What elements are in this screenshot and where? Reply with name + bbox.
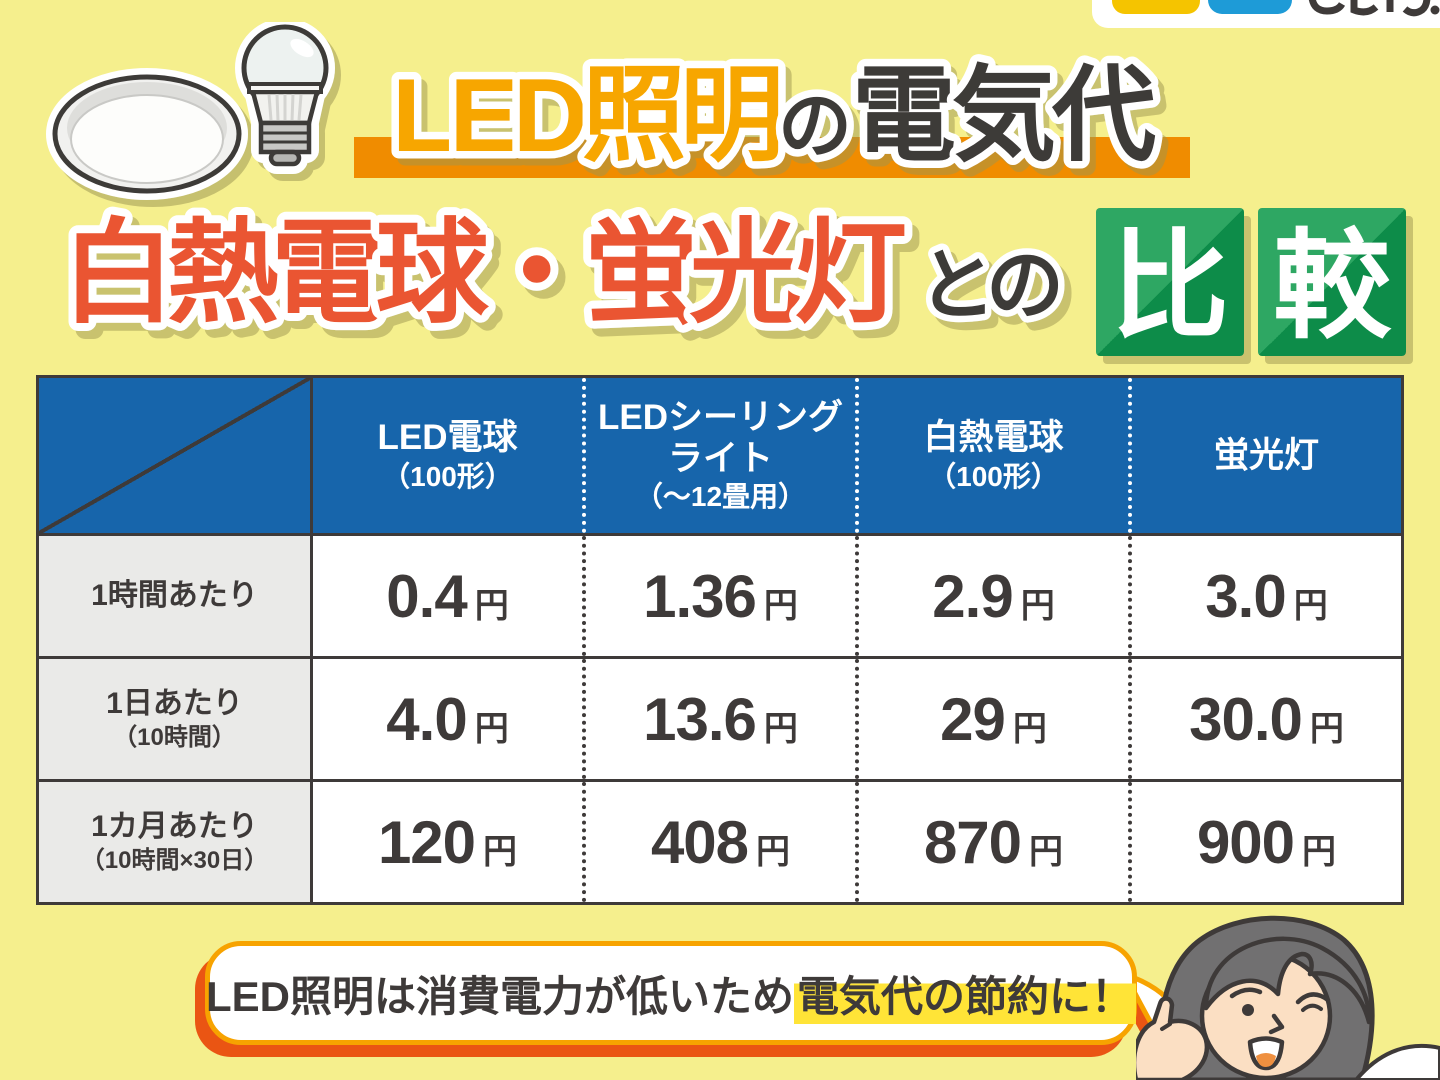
col-header-main: LED電球 — [377, 418, 518, 458]
value-cell: 30.0 円 — [1128, 659, 1401, 779]
mascot-eye — [1242, 1004, 1254, 1016]
value-unit: 円 — [1029, 832, 1064, 871]
value-number: 3.0 — [1205, 562, 1286, 630]
title-line2: 白熱電球・蛍光灯 との 比 較 — [54, 202, 1406, 356]
mascot-eyebrow — [1229, 987, 1263, 999]
value-number: 0.4 — [386, 562, 467, 630]
value-unit: 円 — [1293, 586, 1328, 625]
value-cell: 900 円 — [1128, 782, 1401, 902]
row-label-cell: 1時間あたり — [39, 536, 310, 656]
value-cell: 0.4 円 — [310, 536, 582, 656]
value-cell: 29 円 — [855, 659, 1128, 779]
value-unit: 円 — [1012, 709, 1047, 748]
hikaku-char-2: 較 — [1273, 221, 1392, 353]
title-led-part: LED照明 — [392, 58, 784, 174]
hikaku-boxes: 比 較 — [1096, 208, 1406, 356]
row-label-cell: 1日あたり （10時間） — [39, 659, 310, 779]
callout-text: LED照明は消費電力が低いため — [205, 972, 794, 1020]
table-row-per-day: 1日あたり （10時間） 4.0 円 13.6 円 29 円 30.0 円 — [39, 656, 1401, 779]
row-label: 1日あたり — [106, 687, 243, 721]
col-header-led-bulb: LED電球 （100形） — [310, 378, 582, 533]
value-number: 13.6 — [643, 685, 757, 753]
col-header-main: 白熱電球 — [923, 418, 1064, 458]
mascot-wink-eye — [1295, 992, 1331, 1005]
value-unit: 円 — [1309, 709, 1344, 748]
row-label-cell: 1カ月あたり （10時間×30日） — [39, 782, 310, 902]
value-number: 29 — [940, 685, 1006, 753]
subtitle-tono-text: との — [918, 241, 1064, 329]
hikaku-box-1 — [1096, 208, 1244, 356]
value-number: 120 — [377, 808, 476, 876]
table-corner-cell — [39, 378, 310, 533]
value-cell: 13.6 円 — [582, 659, 855, 779]
logo-period-dot — [1430, 5, 1440, 15]
value-cell: 408 円 — [582, 782, 855, 902]
value-cell: 4.0 円 — [310, 659, 582, 779]
col-header-main: 蛍光灯 — [1213, 435, 1319, 475]
value-unit: 円 — [474, 586, 509, 625]
row-label: 1時間あたり — [91, 579, 258, 613]
col-header-sub: （～12畳用） — [634, 481, 807, 513]
value-number: 900 — [1196, 808, 1295, 876]
value-cell: 870 円 — [855, 782, 1128, 902]
value-unit: 円 — [1020, 586, 1055, 625]
value-number: 870 — [923, 808, 1022, 876]
col-header-sub: （100形） — [928, 460, 1059, 492]
lighting-illustrations — [46, 22, 335, 200]
hikaku-char-1: 比 — [1111, 221, 1229, 353]
value-unit: 円 — [1302, 832, 1337, 871]
value-unit: 円 — [756, 832, 791, 871]
brand-logo-partial-icon — [1112, 0, 1440, 17]
value-unit: 円 — [483, 832, 518, 871]
col-header-led-ceiling: LEDシーリング ライト （～12畳用） — [582, 378, 855, 533]
value-cell: 1.36 円 — [582, 536, 855, 656]
led-bulb-icon — [241, 24, 329, 167]
title-denkidai-part: 電気代 — [852, 58, 1156, 174]
row-label: 1カ月あたり — [91, 810, 258, 844]
table-row-per-hour: 1時間あたり 0.4 円 1.36 円 2.9 円 3.0 円 — [39, 533, 1401, 656]
value-number: 2.9 — [932, 562, 1013, 630]
cost-comparison-table: LED電球 （100形） LEDシーリング ライト （～12畳用） 白熱電球 （… — [36, 375, 1404, 905]
value-number: 4.0 — [386, 685, 467, 753]
mascot-pointing-hand — [1136, 996, 1210, 1080]
callout-text-highlighted: 電気代の節約に！ — [794, 962, 1137, 1024]
col-header-fluorescent: 蛍光灯 — [1128, 378, 1401, 533]
col-header-sub: （100形） — [382, 460, 513, 492]
value-unit: 円 — [763, 586, 798, 625]
value-cell: 2.9 円 — [855, 536, 1128, 656]
value-unit: 円 — [474, 709, 509, 748]
subtitle-red-text: 白熱電球・蛍光灯 — [62, 210, 907, 336]
value-cell: 120 円 — [310, 782, 582, 902]
value-number: 1.36 — [643, 562, 757, 630]
col-header-main: LEDシーリング — [597, 397, 843, 437]
hikaku-box-2 — [1258, 208, 1406, 356]
row-sublabel: （10時間） — [113, 723, 236, 751]
value-number: 408 — [650, 808, 749, 876]
table-row-per-month: 1カ月あたり （10時間×30日） 120 円 408 円 870 円 900 円 — [39, 779, 1401, 902]
page-title: LED照明の電気代 — [392, 58, 1156, 174]
col-header-main2: ライト — [667, 439, 773, 478]
col-header-incandescent: 白熱電球 （100形） — [855, 378, 1128, 533]
ceiling-light-icon — [52, 74, 242, 194]
value-unit: 円 — [763, 709, 798, 748]
value-number: 30.0 — [1189, 685, 1303, 753]
row-sublabel: （10時間×30日） — [80, 846, 269, 874]
title-line1: LED照明の電気代 — [354, 51, 1190, 182]
mascot-woman-icon — [1136, 915, 1440, 1080]
title-underline-bar — [354, 137, 1190, 178]
title-no-part: の — [778, 84, 852, 167]
mascot-nose — [1268, 1013, 1285, 1035]
callout-bubble: LED照明は消費電力が低いため 電気代の節約に！ — [205, 941, 1137, 1045]
value-cell: 3.0 円 — [1128, 536, 1401, 656]
table-header-row: LED電球 （100形） LEDシーリング ライト （～12畳用） 白熱電球 （… — [39, 378, 1401, 533]
